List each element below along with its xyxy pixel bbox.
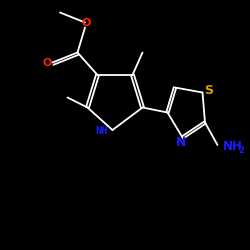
Text: NH: NH	[223, 140, 243, 153]
Text: 2: 2	[238, 146, 244, 155]
Text: N: N	[176, 136, 186, 149]
Text: S: S	[204, 84, 213, 96]
Text: NH: NH	[96, 126, 108, 136]
Text: O: O	[42, 58, 52, 68]
Text: O: O	[82, 18, 91, 28]
